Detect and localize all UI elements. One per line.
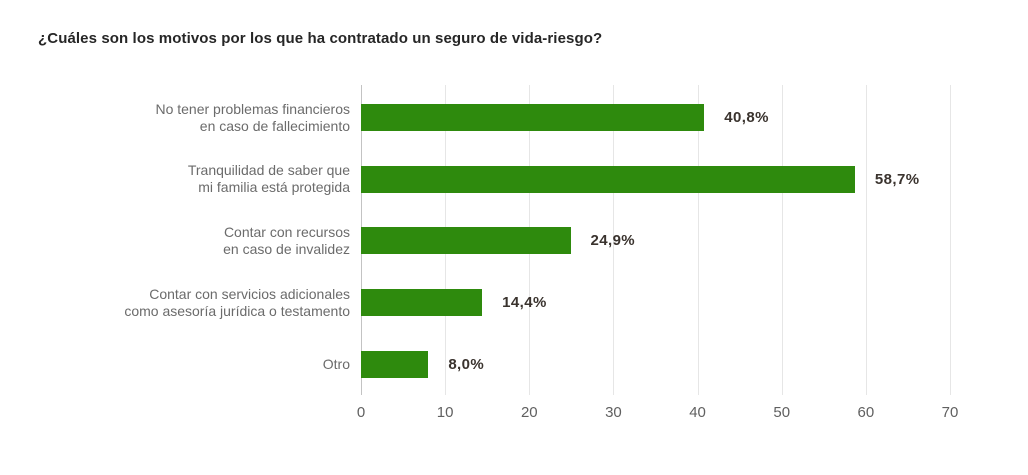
- plot-area: 40,8% 58,7% 24,9% 14,4% 8,0%: [361, 85, 951, 395]
- x-tick-label: 50: [773, 404, 791, 421]
- bar-value-label: 14,4%: [502, 294, 547, 312]
- x-tick-label: 40: [689, 404, 706, 421]
- gridline: [781, 85, 783, 395]
- gridline: [865, 85, 867, 395]
- bar-row: 8,0%: [361, 333, 950, 395]
- bar-row: 40,8%: [361, 87, 950, 149]
- x-tick-label: 30: [605, 404, 622, 421]
- bar-row: 24,9%: [361, 210, 950, 272]
- category-label: Tranquilidad de saber que mi familia est…: [187, 162, 350, 196]
- x-tick-label: 10: [436, 404, 454, 421]
- x-axis-tick-labels: 0 10 20 30 40 50 60 70: [357, 404, 959, 426]
- x-tick-label: 0: [356, 404, 366, 421]
- x-tick-label: 70: [941, 404, 959, 421]
- bar-value-label: 40,8%: [724, 109, 769, 127]
- category-label: Contar con recursos en caso de invalidez: [223, 223, 350, 257]
- category-label: Otro: [322, 355, 350, 372]
- category-label: Contar con servicios adicionales como as…: [124, 285, 350, 319]
- bar: [361, 104, 705, 132]
- bar: [361, 350, 429, 378]
- bars-container: 40,8% 58,7% 24,9% 14,4% 8,0%: [361, 87, 950, 395]
- x-tick-label: 60: [857, 404, 875, 421]
- gridline: [950, 85, 951, 395]
- bar-value-label: 8,0%: [448, 355, 485, 373]
- x-tick-label: 20: [520, 404, 538, 421]
- bar: [361, 289, 483, 317]
- bar-value-label: 58,7%: [874, 170, 920, 188]
- bar: [361, 165, 855, 193]
- chart-title: ¿Cuáles son los motivos por los que ha c…: [38, 30, 603, 47]
- category-labels-column: No tener problemas financieros en caso d…: [18, 87, 350, 395]
- bar-row: 14,4%: [361, 272, 950, 334]
- gridline: [697, 85, 699, 395]
- category-label: No tener problemas financieros en caso d…: [155, 100, 350, 134]
- bar-row: 58,7%: [361, 149, 950, 211]
- bar: [361, 227, 571, 255]
- bar-value-label: 24,9%: [590, 232, 636, 250]
- gridline: [613, 85, 615, 395]
